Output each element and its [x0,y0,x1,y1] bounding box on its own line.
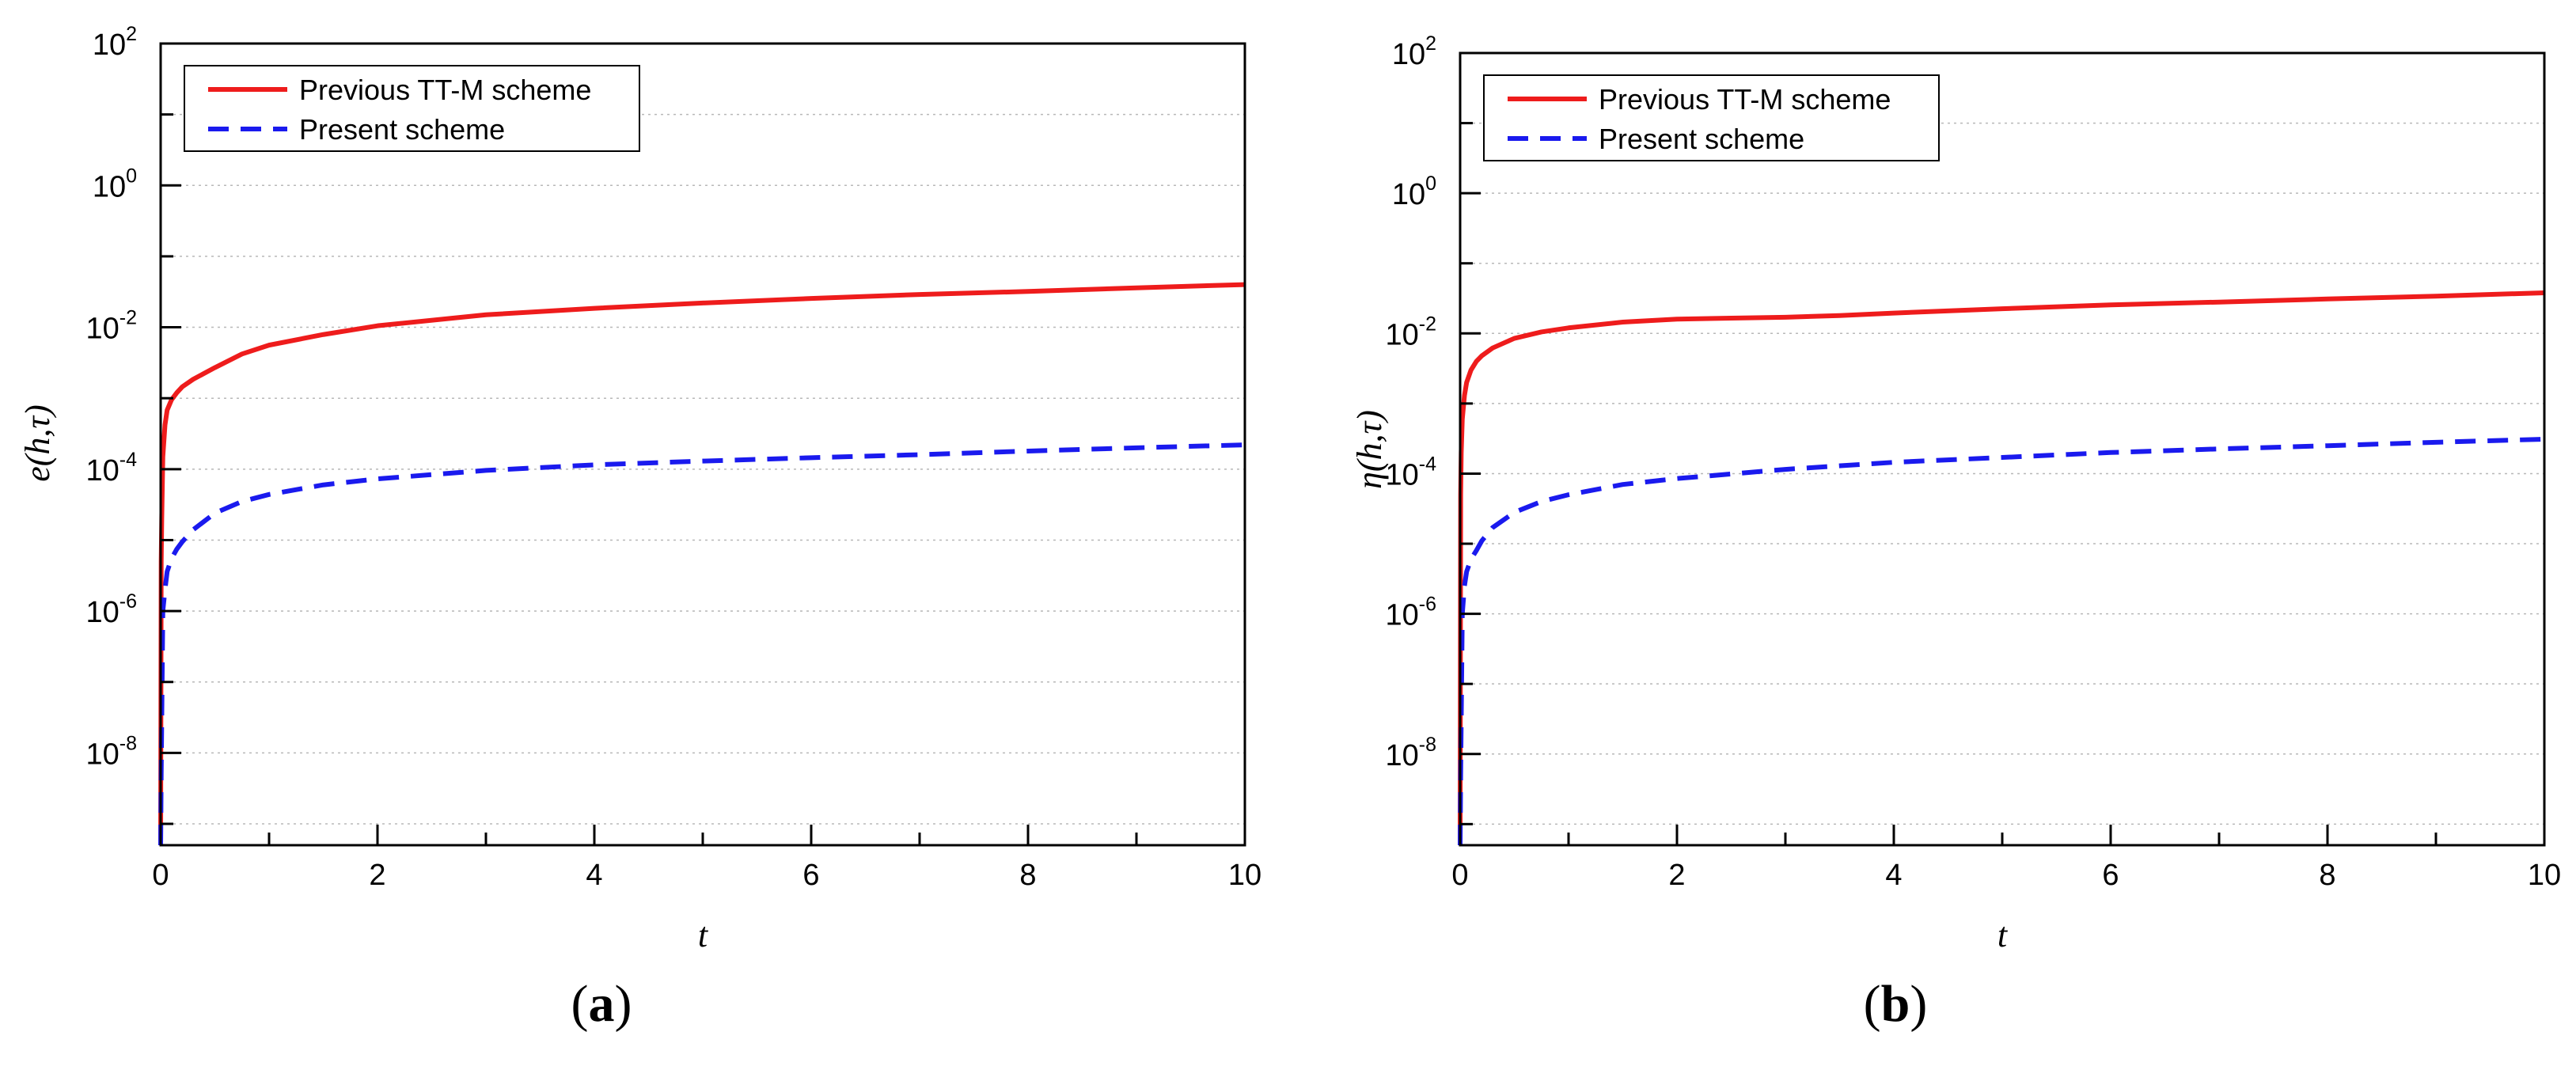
series-line-previous-tt-m [1458,290,2545,846]
x-tick-label: 10 [2528,859,2561,892]
x-tick-label: 8 [2319,859,2335,892]
series-line-previous-tt-m [158,282,1246,846]
y-tick-label: 10-8 [1385,734,1436,772]
x-tick-label: 2 [1668,859,1685,892]
y-tick-label: 10-2 [85,307,137,346]
y-tick-label: 10-8 [85,732,137,771]
y-tick-label: 10-6 [1385,594,1436,632]
chart-panel-a: 102 100 10-2 10-4 10-6 10-8 0 2 4 6 8 10 t e(h,τ) Prev… [18,23,1261,1033]
x-tick-label: 2 [369,859,385,892]
x-tick-label: 0 [1451,859,1468,892]
x-tick-label: 4 [1885,859,1902,892]
y-tick-label: 10-6 [85,590,137,629]
x-tick-label: 6 [2102,859,2119,892]
legend-box [184,65,640,152]
legend-label: Previous TT-M scheme [1599,83,1891,116]
x-axis-title: t [698,916,709,954]
y-axis-title: e(h,τ) [18,404,57,482]
y-axis-title: η(h,τ) [1350,410,1389,489]
y-tick-label: 100 [1392,173,1436,211]
y-tick-label: 10-2 [1385,313,1436,351]
legend-label: Present scheme [1599,123,1804,155]
legend-box [1483,74,1940,161]
plot-frame [1459,51,2546,847]
x-axis-title: t [1997,916,2009,954]
panel-label: (b) [1864,975,1928,1033]
y-tick-label: 10-4 [85,449,137,487]
x-tick-label: 6 [802,859,819,892]
series-line-present-scheme [1458,436,2545,846]
y-tick-label: 102 [93,23,137,62]
y-tick-label: 100 [93,165,137,203]
legend-label: Present scheme [299,113,505,146]
y-tick-label: 102 [1392,32,1436,71]
x-tick-label: 4 [586,859,602,892]
chart-panel-b: 102 100 10-2 10-4 10-6 10-8 0 2 4 6 8 10 t η(h,τ) Prev… [1350,32,2561,1033]
x-tick-label: 0 [152,859,169,892]
y-tick-label: 10-4 [1385,453,1436,491]
series-line-present-scheme [158,442,1246,846]
panel-label: (a) [571,975,632,1033]
plot-frame [159,42,1246,847]
x-tick-label: 10 [1228,859,1261,892]
x-tick-label: 8 [1019,859,1036,892]
legend-label: Previous TT-M scheme [299,74,591,106]
